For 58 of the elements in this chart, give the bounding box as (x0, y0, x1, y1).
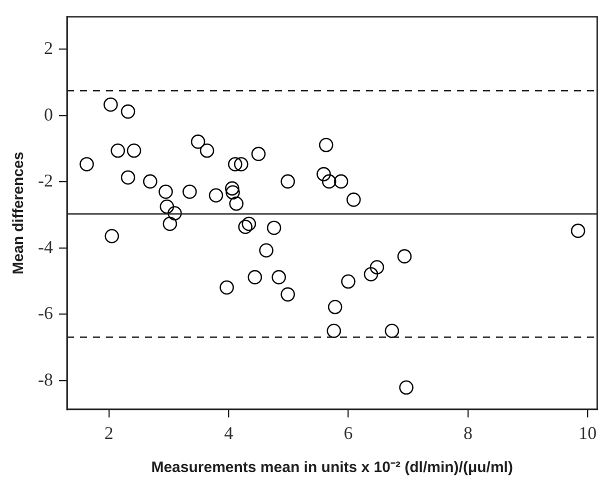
point (168, 206, 182, 220)
point (182, 184, 197, 199)
point (384, 324, 400, 338)
point (280, 287, 295, 302)
point (80, 157, 94, 172)
y-tick-label: -6 (38, 303, 53, 324)
y-axis-title: Mean differences (10, 152, 28, 274)
point (143, 174, 158, 189)
point (220, 280, 234, 295)
point (346, 192, 361, 207)
y-tick-label: -4 (38, 236, 53, 257)
x-tick-label: 4 (224, 422, 234, 443)
point (226, 185, 240, 200)
y-tick-label: -8 (38, 369, 53, 390)
point (158, 184, 173, 199)
point (248, 270, 262, 284)
point (399, 380, 414, 395)
y-tick-label: 0 (44, 104, 53, 124)
point (120, 170, 136, 185)
point (104, 97, 118, 112)
point (251, 146, 266, 162)
x-tick-label: 2 (104, 422, 114, 443)
point (272, 270, 286, 284)
point (238, 220, 252, 234)
point (242, 216, 256, 232)
point (126, 144, 142, 158)
y-tick-label: 2 (44, 38, 53, 58)
point (322, 174, 336, 189)
point (259, 243, 274, 258)
point (110, 144, 126, 158)
point (229, 196, 244, 211)
point (341, 274, 356, 289)
point (200, 144, 214, 158)
point (334, 174, 348, 189)
point (280, 174, 295, 189)
point (364, 267, 378, 282)
point (234, 157, 248, 172)
point (328, 300, 342, 314)
point (326, 324, 342, 338)
point (160, 199, 174, 214)
y-tick-label: -2 (38, 170, 53, 191)
point (225, 181, 240, 196)
point (397, 249, 412, 264)
x-tick-label: 10 (578, 422, 597, 443)
point (370, 260, 384, 274)
point (120, 104, 136, 119)
point (570, 224, 586, 238)
point (104, 228, 120, 244)
x-tick-label: 6 (344, 422, 353, 443)
point (318, 138, 334, 152)
x-tick-label: 8 (463, 422, 472, 443)
point (228, 157, 242, 172)
point (316, 167, 331, 182)
point (190, 134, 206, 149)
x-axis-title: Measurements mean in units x 10⁻² (dl/min)/(μu/ml) (151, 459, 513, 476)
point (266, 220, 282, 235)
point (208, 188, 224, 203)
point (162, 216, 178, 232)
